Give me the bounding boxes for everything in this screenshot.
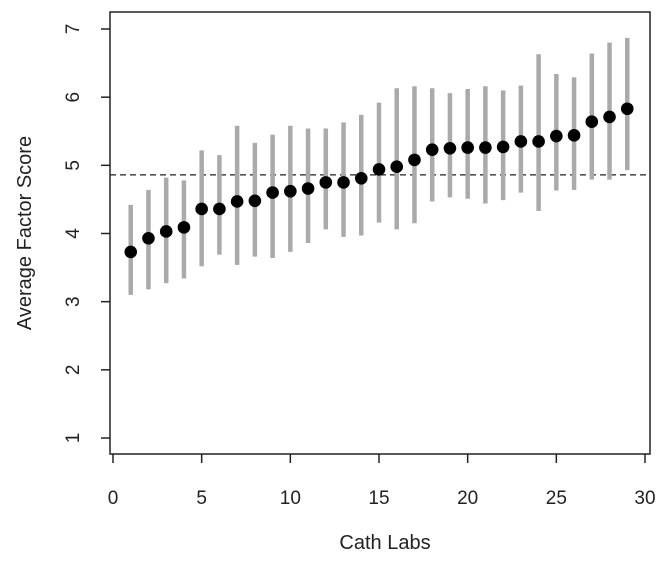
data-points — [124, 102, 634, 259]
point-26 — [567, 129, 581, 142]
point-10 — [284, 184, 297, 198]
x-tick-label: 25 — [546, 488, 567, 509]
y-tick-label: 6 — [63, 92, 84, 103]
point-3 — [159, 225, 173, 238]
x-tick-label: 15 — [368, 488, 389, 509]
x-tick-label: 30 — [634, 488, 655, 509]
y-axis-title: Average Factor Score — [14, 136, 36, 330]
point-25 — [550, 129, 563, 143]
point-22 — [496, 140, 510, 154]
x-tick-label: 5 — [196, 488, 207, 509]
point-14 — [354, 171, 368, 185]
point-13 — [337, 176, 350, 189]
y-tick-label: 3 — [63, 296, 84, 307]
point-24 — [532, 135, 545, 148]
point-2 — [142, 231, 155, 245]
x-tick-label: 10 — [280, 488, 301, 509]
x-tick-label: 20 — [457, 488, 478, 509]
point-29 — [620, 102, 634, 116]
y-tick-label: 1 — [63, 433, 84, 444]
y-axis: 1 2 3 4 5 6 7 — [63, 24, 110, 444]
point-15 — [372, 163, 386, 176]
x-tick-label: 0 — [108, 488, 119, 509]
x-axis-title: Cath Labs — [339, 532, 430, 554]
point-19 — [443, 141, 457, 155]
y-tick-label: 2 — [63, 365, 84, 376]
y-tick-label: 5 — [63, 160, 84, 171]
point-23 — [514, 135, 528, 148]
point-11 — [301, 182, 315, 195]
point-20 — [461, 141, 474, 154]
y-tick-label: 7 — [63, 24, 84, 35]
point-12 — [319, 176, 333, 189]
point-28 — [603, 110, 616, 124]
point-16 — [390, 160, 404, 173]
point-4 — [177, 221, 191, 234]
point-5 — [195, 202, 208, 216]
point-21 — [479, 141, 492, 154]
point-1 — [124, 245, 138, 259]
point-9 — [266, 186, 279, 199]
point-8 — [248, 194, 262, 208]
plot-frame — [109, 11, 651, 455]
point-27 — [585, 115, 599, 129]
point-7 — [230, 195, 244, 208]
point-17 — [408, 153, 421, 167]
point-18 — [425, 143, 439, 156]
x-axis: 0 5 10 15 20 25 30 — [108, 454, 656, 509]
point-6 — [213, 202, 226, 216]
y-tick-label: 4 — [63, 228, 84, 239]
